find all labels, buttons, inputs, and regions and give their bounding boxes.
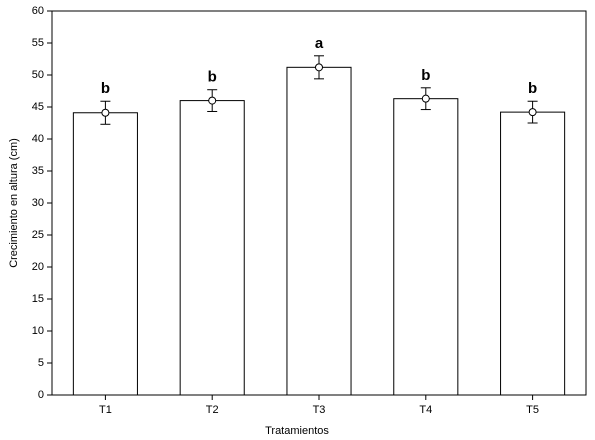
y-tick-label: 45: [32, 101, 44, 113]
x-tick-label: T4: [419, 404, 432, 416]
y-tick-label: 40: [32, 133, 44, 145]
significance-label: b: [101, 80, 110, 97]
bar: [500, 111, 566, 396]
mean-marker: [421, 94, 430, 103]
y-tick-label: 5: [38, 357, 44, 369]
y-tick-label: 0: [38, 389, 44, 401]
mean-marker: [528, 108, 537, 117]
mean-marker: [315, 63, 323, 72]
significance-label: b: [528, 80, 537, 97]
x-tick-label: T1: [99, 404, 112, 416]
y-axis-label: Crecimiento en altura (cm): [8, 138, 20, 268]
y-tick-label: 25: [32, 229, 44, 241]
x-tick-label: T3: [313, 404, 326, 416]
mean-marker: [101, 108, 110, 117]
y-tick-label: 35: [32, 165, 44, 177]
bar: [72, 112, 138, 396]
mean-marker: [208, 96, 217, 105]
significance-label: a: [315, 35, 324, 52]
significance-label: b: [421, 67, 430, 84]
x-axis-label: Tratamientos: [265, 425, 329, 437]
x-tick-label: T2: [206, 404, 219, 416]
bar: [179, 100, 245, 396]
y-tick-label: 55: [32, 37, 44, 49]
y-tick-label: 50: [32, 69, 44, 81]
y-tick-label: 30: [32, 197, 44, 209]
significance-label: b: [208, 69, 217, 86]
bar: [286, 66, 352, 396]
y-tick-label: 20: [32, 261, 44, 273]
bar: [393, 98, 459, 396]
x-tick-label: T5: [526, 404, 539, 416]
y-tick-label: 15: [32, 293, 44, 305]
y-tick-label: 10: [32, 325, 44, 337]
y-tick-label: 60: [32, 5, 44, 17]
